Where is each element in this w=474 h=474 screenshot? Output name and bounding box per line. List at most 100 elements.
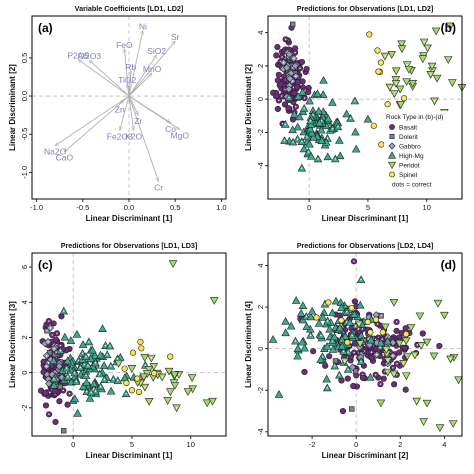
point-high-mg <box>306 124 315 133</box>
point-dolerit <box>61 428 67 434</box>
correct-dot <box>296 138 299 140</box>
correct-dot <box>62 389 64 392</box>
point-peridot <box>440 311 449 320</box>
correct-dot <box>384 55 386 57</box>
markers <box>270 21 467 172</box>
correct-dot <box>351 334 353 337</box>
legend-entry: Gabbro <box>399 144 421 151</box>
point-spinel <box>378 141 385 148</box>
correct-dot <box>321 355 324 358</box>
plot-frame <box>267 15 463 200</box>
correct-dot <box>370 351 373 353</box>
correct-dot <box>353 351 355 354</box>
y-tick-label: 4 <box>20 300 29 304</box>
point-peridot <box>431 27 441 36</box>
point-basalt <box>344 375 351 382</box>
point-high-mg <box>99 361 109 369</box>
correct-dot <box>283 139 286 142</box>
point-high-mg <box>49 380 59 389</box>
correct-dot <box>301 167 303 169</box>
point-peridot <box>114 360 123 368</box>
y-tick-label: -4 <box>256 162 265 169</box>
point-spinel <box>366 31 373 38</box>
point-peridot <box>381 323 390 332</box>
point-spinel <box>325 299 332 306</box>
vector-label: Ni <box>139 21 147 31</box>
x-axis-label: Linear Discriminant [2] <box>322 451 409 460</box>
point-high-mg <box>307 306 317 315</box>
vector-label: Rb <box>125 62 136 72</box>
y-tick-label: -2 <box>256 387 265 394</box>
point-high-mg <box>286 321 296 330</box>
vector-label: Zr <box>134 116 142 126</box>
x-tick-label: 0.0 <box>124 203 134 212</box>
correct-dot <box>414 354 416 356</box>
correct-dot <box>65 367 68 369</box>
correct-dot <box>353 260 355 263</box>
point-spinel <box>129 349 137 356</box>
legend-swatch <box>388 142 396 150</box>
y-tick-label: 2 <box>256 305 265 309</box>
correct-dot <box>292 141 294 143</box>
point-high-mg <box>330 332 339 341</box>
y-tick-label: 0.5 <box>20 53 29 63</box>
vector-arrow <box>55 95 130 146</box>
point-high-mg <box>89 379 99 388</box>
y-tick-label: -4 <box>256 429 265 436</box>
point-high-mg <box>63 356 72 365</box>
point-peridot <box>383 368 393 377</box>
point-basalt <box>42 389 49 397</box>
correct-dot <box>420 344 422 347</box>
correct-dot <box>48 320 50 322</box>
correct-dot <box>294 51 296 54</box>
correct-dot <box>303 107 305 110</box>
vector-label: Al2O3 <box>77 51 101 61</box>
point-peridot <box>376 399 386 408</box>
x-tick-label: 10 <box>187 440 195 449</box>
correct-dot <box>299 67 301 70</box>
point-basalt <box>285 105 292 112</box>
markers <box>268 258 463 433</box>
point-high-mg <box>328 308 337 317</box>
correct-dot <box>437 302 439 304</box>
point-basalt <box>51 388 59 395</box>
y-axis-label: Linear Discriminant [2] <box>8 64 17 151</box>
correct-dot <box>433 100 436 102</box>
point-basalt <box>436 342 443 350</box>
point-high-mg <box>293 344 303 352</box>
correct-dot <box>53 348 55 350</box>
correct-dot <box>117 379 119 382</box>
correct-dot <box>144 386 146 388</box>
point-peridot <box>445 22 455 31</box>
point-high-mg <box>298 337 307 346</box>
point-high-mg <box>331 296 341 305</box>
point-basalt <box>274 105 281 113</box>
point-high-mg <box>299 144 309 153</box>
correct-dot <box>140 382 142 384</box>
correct-dot <box>312 114 314 116</box>
point-high-mg <box>317 136 327 144</box>
correct-dot <box>88 341 90 343</box>
point-basalt <box>396 349 403 356</box>
correct-dot <box>86 391 88 393</box>
correct-dot <box>402 362 405 365</box>
point-basalt <box>281 101 289 108</box>
correct-dot <box>350 307 353 309</box>
point-basalt <box>419 330 426 337</box>
correct-dot <box>47 362 50 364</box>
point-high-mg <box>325 324 334 333</box>
point-peridot <box>408 80 418 88</box>
y-tick-label: 4 <box>256 31 265 35</box>
correct-dot <box>403 97 405 99</box>
correct-dot <box>67 376 69 378</box>
point-peridot <box>187 374 197 382</box>
point-high-mg <box>288 125 297 134</box>
y-tick-label: -2 <box>256 129 265 136</box>
point-high-mg <box>345 317 355 326</box>
correct-dot <box>360 360 362 363</box>
point-peridot <box>432 74 442 83</box>
point-high-mg <box>342 109 351 118</box>
correct-dot <box>294 340 297 342</box>
point-peridot <box>397 40 406 49</box>
point-peridot <box>389 299 399 307</box>
